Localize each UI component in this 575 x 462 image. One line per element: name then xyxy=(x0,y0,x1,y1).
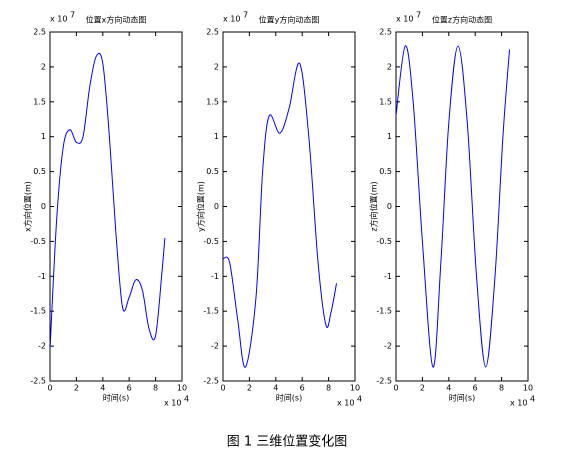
y-tick-label: 1 xyxy=(41,132,46,141)
y-tick-label: 0 xyxy=(387,202,392,211)
y-tick-label: 1.5 xyxy=(206,97,219,106)
y-tick-label: -2.5 xyxy=(203,377,219,386)
x-exponent-power: 4 xyxy=(530,395,535,404)
y-tick-label: 1 xyxy=(387,132,392,141)
y-tick-label: 2 xyxy=(214,62,219,71)
y-tick-label: -1.5 xyxy=(376,307,392,316)
y-axis-label: x方向位置(m) xyxy=(23,181,33,232)
x-tick-label: 6 xyxy=(300,384,305,393)
x-tick-label: 4 xyxy=(100,384,105,393)
y-tick-label: -1.5 xyxy=(30,307,46,316)
x-exponent-power: 4 xyxy=(357,395,362,404)
x-tick-label: 10 xyxy=(523,384,533,393)
chart-title: 位置y方向动态图 xyxy=(259,15,320,25)
y-axis-label: z方向位置(m) xyxy=(369,181,379,231)
x-exponent-base: x 10 xyxy=(164,399,181,408)
y-tick-label: 0 xyxy=(214,202,219,211)
y-tick-label: -2 xyxy=(211,342,219,351)
x-exponent-power: 4 xyxy=(184,395,189,404)
y-exponent-base: x 10 xyxy=(50,15,67,24)
x-tick-label: 4 xyxy=(273,384,278,393)
data-line xyxy=(222,62,338,368)
chart-title: 位置x方向动态图 xyxy=(86,15,147,25)
data-line xyxy=(49,52,166,350)
x-tick-label: 6 xyxy=(127,384,132,393)
x-tick-label: 0 xyxy=(220,384,225,393)
y-exponent-power: 7 xyxy=(70,11,75,20)
y-tick-label: 0.5 xyxy=(379,167,392,176)
x-tick-label: 8 xyxy=(499,384,504,393)
plot-area xyxy=(49,31,183,382)
y-tick-label: -0.5 xyxy=(30,237,46,246)
y-tick-label: -1.5 xyxy=(203,307,219,316)
x-tick-label: 2 xyxy=(247,384,252,393)
x-axis-label: 时间(s) xyxy=(103,393,129,403)
data-line xyxy=(395,45,511,368)
y-tick-label: 1 xyxy=(214,132,219,141)
x-axis-label: 时间(s) xyxy=(449,393,475,403)
figure-caption: 图 1 三维位置变化图 xyxy=(227,434,348,450)
x-exponent-base: x 10 xyxy=(337,399,354,408)
x-tick-label: 0 xyxy=(47,384,52,393)
y-tick-label: 2 xyxy=(387,62,392,71)
y-tick-label: 2.5 xyxy=(206,28,219,37)
y-tick-label: 1.5 xyxy=(379,97,392,106)
x-tick-label: 8 xyxy=(153,384,158,393)
y-tick-label: -1 xyxy=(211,272,219,281)
x-tick-label: 0 xyxy=(393,384,398,393)
x-axis-label: 时间(s) xyxy=(276,393,302,403)
y-tick-label: 0.5 xyxy=(33,167,46,176)
y-tick-label: 2 xyxy=(41,62,46,71)
x-tick-label: 2 xyxy=(420,384,425,393)
y-tick-label: 1.5 xyxy=(33,97,46,106)
y-exponent-base: x 10 xyxy=(396,15,413,24)
y-tick-label: 2.5 xyxy=(379,28,392,37)
x-tick-label: 6 xyxy=(473,384,478,393)
y-tick-label: -2 xyxy=(38,342,46,351)
y-tick-label: -2.5 xyxy=(376,377,392,386)
y-axis-label: y方向位置(m) xyxy=(196,181,206,232)
y-tick-label: -2 xyxy=(384,342,392,351)
x-tick-label: 10 xyxy=(177,384,187,393)
plot-area xyxy=(222,31,356,382)
y-tick-label: 0 xyxy=(41,202,46,211)
plot-area xyxy=(395,31,529,382)
x-tick-label: 10 xyxy=(350,384,360,393)
y-tick-label: -0.5 xyxy=(376,237,392,246)
y-tick-label: -1 xyxy=(38,272,46,281)
x-tick-label: 8 xyxy=(326,384,331,393)
y-exponent-power: 7 xyxy=(243,11,248,20)
x-exponent-base: x 10 xyxy=(510,399,527,408)
y-tick-label: -0.5 xyxy=(203,237,219,246)
y-tick-label: -1 xyxy=(384,272,392,281)
chart-title: 位置z方向动态图 xyxy=(432,15,492,25)
y-tick-label: 0.5 xyxy=(206,167,219,176)
y-exponent-power: 7 xyxy=(416,11,421,20)
x-tick-label: 2 xyxy=(74,384,79,393)
x-tick-label: 4 xyxy=(446,384,451,393)
y-exponent-base: x 10 xyxy=(223,15,240,24)
y-tick-label: 2.5 xyxy=(33,28,46,37)
y-tick-label: -2.5 xyxy=(30,377,46,386)
